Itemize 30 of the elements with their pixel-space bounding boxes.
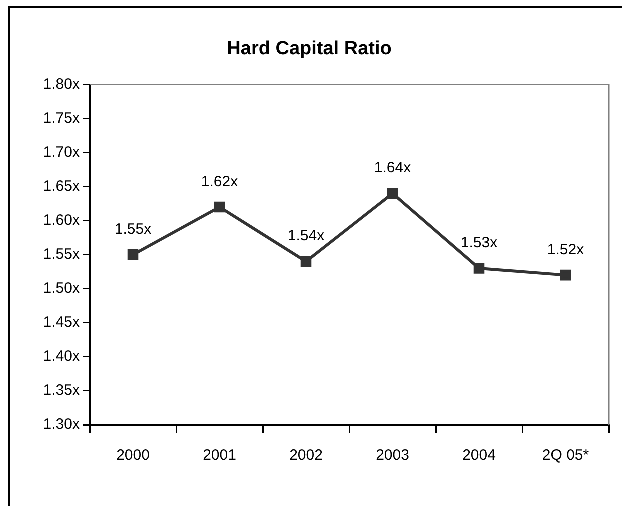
x-tick-label: 2000 [116, 447, 150, 464]
x-tick-label: 2Q 05* [542, 447, 590, 464]
data-label: 1.54x [288, 228, 326, 245]
y-tick-label: 1.50x [43, 280, 80, 298]
y-tick-label: 1.40x [43, 348, 80, 366]
point [214, 202, 226, 213]
point [560, 270, 572, 281]
y-tick-label: 1.75x [43, 110, 80, 127]
point [387, 188, 398, 200]
data-label: 1.52x [547, 241, 585, 258]
chart-title: Hard Capital Ratio [227, 38, 392, 60]
y-tick-label: 1.70x [43, 144, 80, 161]
y-tick-label: 1.60x [43, 212, 80, 230]
point [300, 256, 312, 268]
data-label: 1.55x [114, 220, 152, 238]
x-tick-label: 2001 [203, 447, 236, 464]
point [128, 250, 139, 260]
point [474, 263, 485, 274]
y-tick-label: 1.80x [43, 76, 80, 93]
y-tick-label: 1.30x [43, 416, 80, 434]
data-label: 1.53x [460, 234, 498, 252]
y-tick-label: 1.35x [43, 382, 80, 400]
x-tick-label: 2002 [290, 447, 323, 464]
x-tick-label: 2004 [462, 447, 496, 464]
data-label: 1.64x [374, 160, 412, 177]
y-tick-label: 1.55x [43, 246, 80, 264]
y-tick-label: 1.45x [43, 314, 80, 332]
y-tick-label: 1.65x [43, 178, 80, 195]
x-tick-label: 2003 [376, 447, 410, 464]
data-label: 1.62x [201, 173, 239, 190]
